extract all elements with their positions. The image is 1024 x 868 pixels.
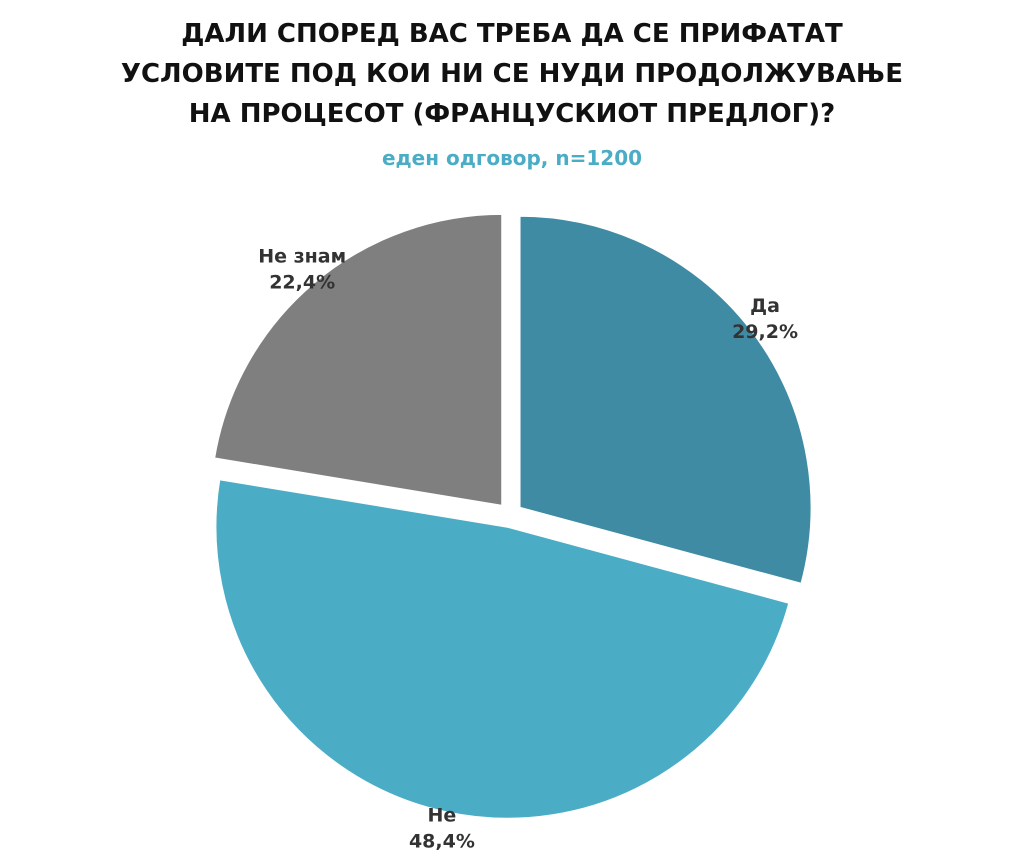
value-label: 29,2% bbox=[732, 321, 798, 343]
value-label: 48,4% bbox=[409, 830, 475, 852]
chart-title: ДАЛИ СПОРЕД ВАС ТРЕБА ДА СЕ ПРИФАТАТ УСЛ… bbox=[120, 19, 904, 129]
slice-label: Не знам bbox=[258, 246, 346, 268]
pie-slice bbox=[518, 214, 813, 586]
slice-label: Не bbox=[428, 804, 457, 826]
chart-subtitle: еден одговор, n=1200 bbox=[381, 146, 643, 170]
slice-label: Да bbox=[750, 295, 780, 317]
pie-slice bbox=[212, 212, 504, 508]
value-label: 22,4% bbox=[269, 272, 335, 294]
pie-slice bbox=[214, 478, 791, 820]
